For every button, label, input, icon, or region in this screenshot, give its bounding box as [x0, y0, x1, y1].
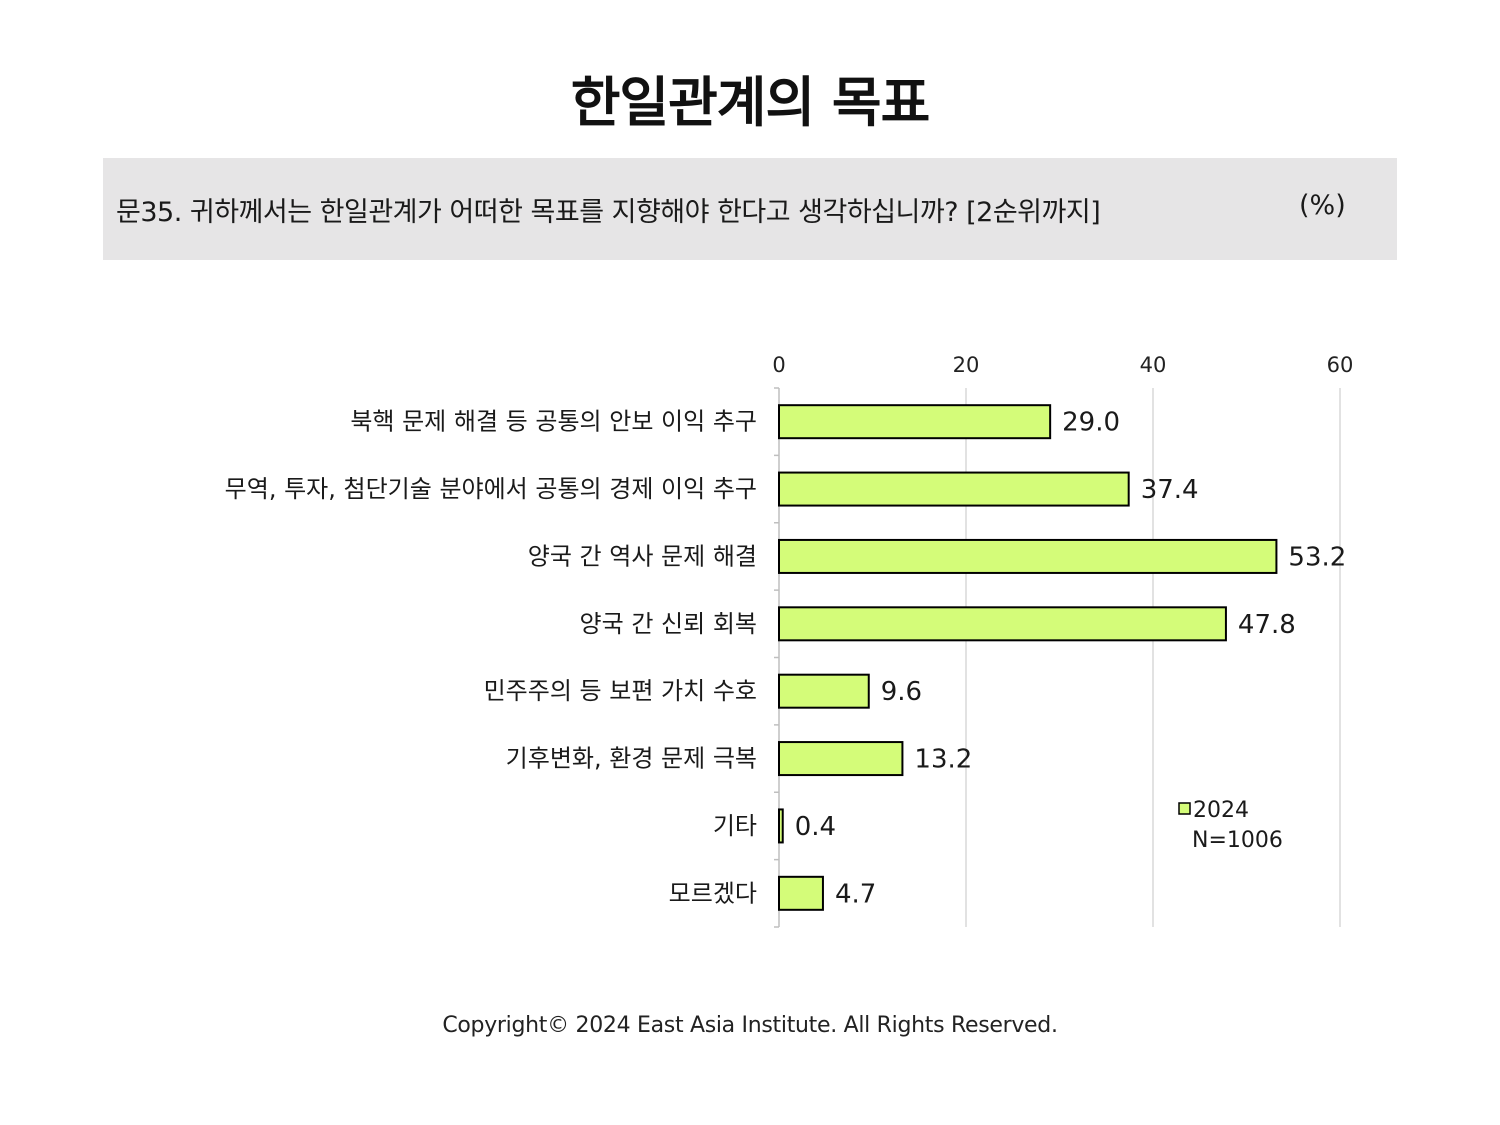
category-label: 양국 간 신뢰 회복: [580, 610, 757, 638]
bar: [778, 808, 784, 844]
x-tick-label: 20: [953, 353, 980, 377]
x-tick-label: 40: [1140, 353, 1167, 377]
category-label: 민주주의 등 보편 가치 수호: [484, 677, 757, 705]
data-label: 0.4: [795, 812, 836, 842]
copyright-footer: Copyright© 2024 East Asia Institute. All…: [442, 1013, 1058, 1038]
chart-title: 한일관계의 목표: [570, 71, 931, 134]
bar: [778, 606, 1227, 642]
category-label: 양국 간 역사 문제 해결: [528, 542, 757, 570]
question-box: 문35. 귀하께서는 한일관계가 어떠한 목표를 지향해야 한다고 생각하십니까…: [103, 158, 1397, 260]
data-label: 29.0: [1062, 408, 1120, 438]
x-tick-label: 0: [772, 353, 785, 377]
bar: [778, 741, 904, 777]
bar: [778, 538, 1278, 574]
x-tick-label: 60: [1327, 353, 1354, 377]
bar: [778, 404, 1052, 440]
legend-swatch: [1178, 802, 1191, 815]
data-label: 9.6: [881, 677, 922, 707]
category-label: 기타: [713, 812, 757, 840]
category-label: 북핵 문제 해결 등 공통의 안보 이익 추구: [350, 408, 757, 436]
category-label: 무역, 투자, 첨단기술 분야에서 공통의 경제 이익 추구: [225, 475, 757, 503]
legend-note: N=1006: [1192, 828, 1283, 853]
bar: [778, 673, 870, 709]
data-label: 13.2: [914, 745, 972, 775]
bar: [778, 875, 824, 911]
data-label: 47.8: [1238, 610, 1296, 640]
data-label: 4.7: [835, 879, 876, 909]
data-label: 53.2: [1288, 542, 1346, 572]
legend-label: 2024: [1193, 798, 1249, 823]
question-text: 문35. 귀하께서는 한일관계가 어떠한 목표를 지향해야 한다고 생각하십니까…: [116, 197, 1101, 228]
bar: [778, 471, 1130, 507]
category-label: 기후변화, 환경 문제 극복: [506, 745, 757, 773]
unit-label: (%): [1299, 190, 1346, 221]
data-label: 37.4: [1141, 475, 1199, 505]
category-label: 모르겠다: [669, 879, 757, 907]
